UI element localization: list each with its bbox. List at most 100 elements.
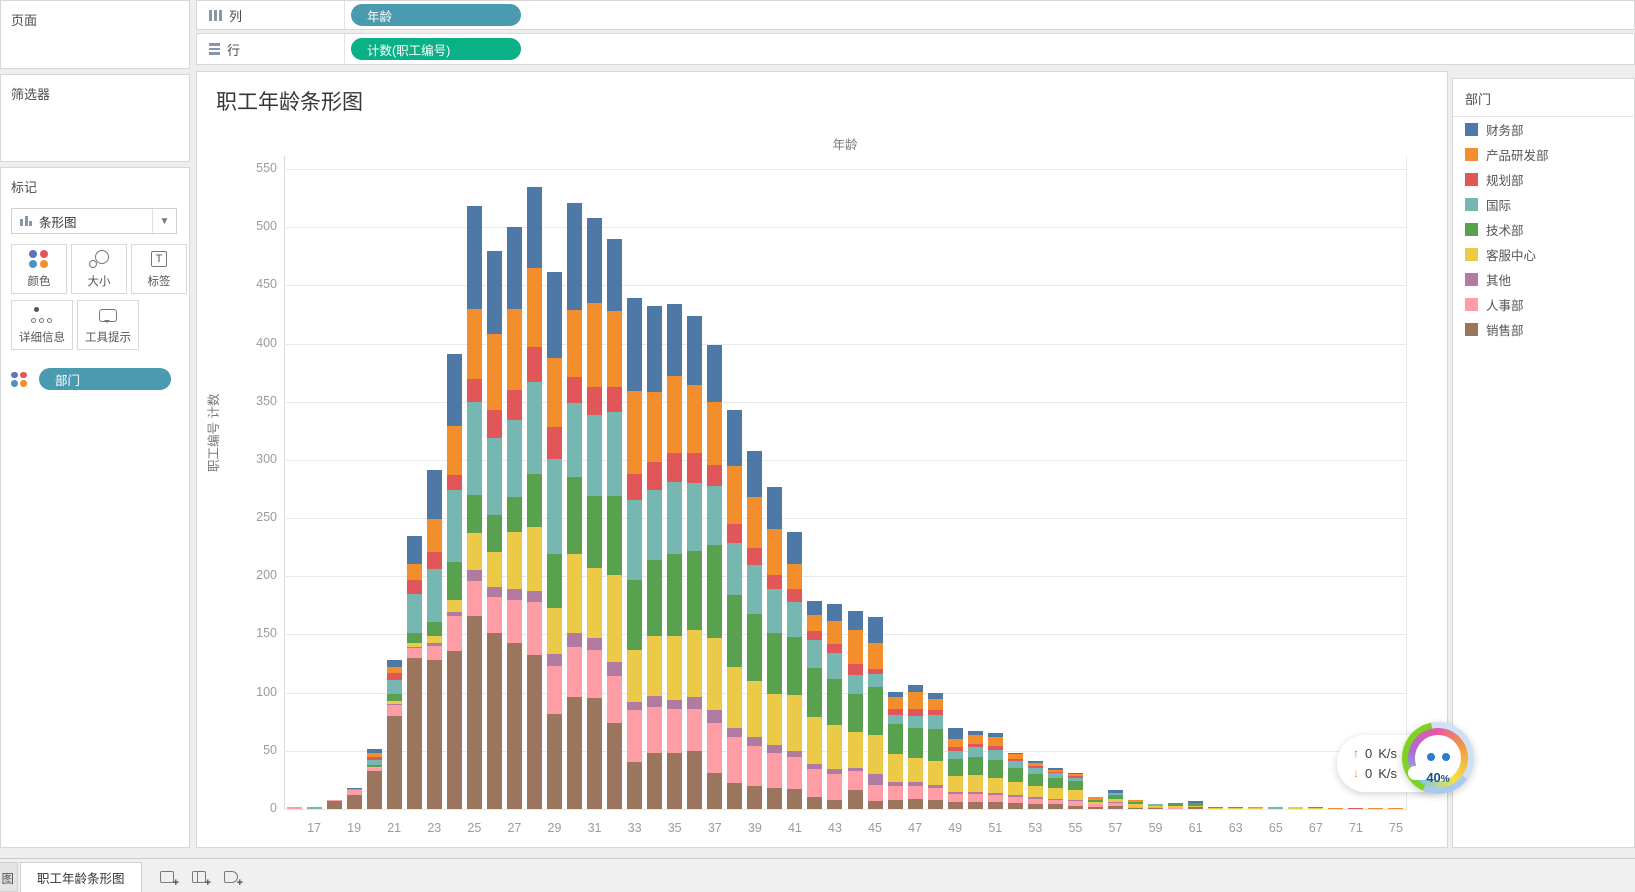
bar-segment-财务部[interactable]	[767, 486, 783, 529]
bar-segment-其他[interactable]	[727, 727, 743, 737]
bar-segment-销售部[interactable]	[1047, 804, 1063, 809]
bar-segment-其他[interactable]	[506, 589, 522, 600]
bar-segment-人事部[interactable]	[707, 722, 723, 773]
bar-segment-人事部[interactable]	[1148, 806, 1164, 808]
bar-segment-客服中心[interactable]	[1087, 802, 1103, 805]
bar-segment-其他[interactable]	[687, 697, 703, 709]
legend-item-1[interactable]: 产品研发部	[1453, 142, 1634, 167]
bar-segment-产品研发部[interactable]	[967, 734, 983, 744]
bar-segment-客服中心[interactable]	[1288, 806, 1304, 809]
bar-segment-财务部[interactable]	[366, 748, 382, 754]
bar-segment-规划部[interactable]	[807, 631, 823, 641]
bar-segment-财务部[interactable]	[627, 298, 643, 392]
bar-segment-客服中心[interactable]	[1027, 785, 1043, 798]
bar-segment-人事部[interactable]	[386, 705, 402, 716]
bar-segment-销售部[interactable]	[587, 698, 603, 809]
bar-segment-财务部[interactable]	[887, 691, 903, 698]
bar-segment-技术部[interactable]	[366, 764, 382, 768]
bar-segment-国际[interactable]	[1148, 804, 1164, 806]
bar-segment-规划部[interactable]	[1348, 807, 1364, 809]
bar-segment-销售部[interactable]	[1107, 805, 1123, 809]
bar-segment-客服中心[interactable]	[867, 734, 883, 775]
bar-age-21[interactable]	[386, 660, 402, 809]
bar-age-38[interactable]	[727, 409, 743, 809]
bar-segment-销售部[interactable]	[1148, 807, 1164, 809]
bar-segment-其他[interactable]	[707, 710, 723, 723]
bar-segment-国际[interactable]	[306, 806, 322, 809]
bar-segment-规划部[interactable]	[947, 747, 963, 751]
bar-segment-销售部[interactable]	[987, 802, 1003, 809]
bar-segment-客服中心[interactable]	[947, 776, 963, 792]
bar-segment-国际[interactable]	[687, 483, 703, 551]
bar-segment-客服中心[interactable]	[727, 667, 743, 728]
bar-segment-技术部[interactable]	[927, 728, 943, 762]
bar-segment-规划部[interactable]	[907, 708, 923, 716]
bar-segment-财务部[interactable]	[807, 600, 823, 615]
bar-segment-人事部[interactable]	[987, 795, 1003, 803]
bar-segment-技术部[interactable]	[647, 560, 663, 636]
bar-segment-其他[interactable]	[426, 642, 442, 647]
bar-segment-产品研发部[interactable]	[406, 563, 422, 580]
bar-segment-人事部[interactable]	[1047, 799, 1063, 805]
rows-shelf[interactable]: 行 计数(职工编号)	[196, 33, 1635, 65]
bar-segment-财务部[interactable]	[1107, 790, 1123, 793]
bar-segment-产品研发部[interactable]	[667, 376, 683, 453]
bar-segment-客服中心[interactable]	[847, 732, 863, 769]
bar-segment-财务部[interactable]	[1007, 753, 1023, 755]
bar-segment-财务部[interactable]	[426, 470, 442, 520]
bar-segment-规划部[interactable]	[927, 710, 943, 715]
bar-segment-规划部[interactable]	[727, 523, 743, 543]
bar-segment-人事部[interactable]	[406, 648, 422, 658]
bar-segment-销售部[interactable]	[326, 800, 342, 809]
bar-segment-人事部[interactable]	[927, 788, 943, 800]
bar-segment-销售部[interactable]	[567, 697, 583, 809]
bar-segment-财务部[interactable]	[967, 731, 983, 735]
bar-segment-销售部[interactable]	[687, 750, 703, 809]
bar-segment-技术部[interactable]	[827, 678, 843, 726]
bar-segment-销售部[interactable]	[366, 770, 382, 809]
bar-segment-其他[interactable]	[767, 745, 783, 754]
bar-segment-国际[interactable]	[787, 601, 803, 637]
bar-age-22[interactable]	[406, 535, 422, 809]
bar-age-53[interactable]	[1027, 761, 1043, 809]
bar-segment-产品研发部[interactable]	[466, 308, 482, 379]
bar-segment-销售部[interactable]	[887, 799, 903, 809]
bar-segment-财务部[interactable]	[506, 227, 522, 309]
bar-segment-规划部[interactable]	[767, 575, 783, 590]
bar-segment-人事部[interactable]	[827, 774, 843, 800]
bar-segment-规划部[interactable]	[827, 643, 843, 654]
bar-segment-技术部[interactable]	[1308, 806, 1324, 808]
bar-segment-国际[interactable]	[987, 749, 1003, 761]
bar-segment-技术部[interactable]	[1027, 774, 1043, 786]
bar-segment-其他[interactable]	[947, 791, 963, 794]
bar-segment-技术部[interactable]	[787, 636, 803, 695]
bar-segment-人事部[interactable]	[326, 799, 342, 801]
bar-segment-国际[interactable]	[947, 750, 963, 759]
bar-segment-产品研发部[interactable]	[647, 392, 663, 463]
bar-age-47[interactable]	[907, 684, 923, 809]
bar-segment-销售部[interactable]	[506, 642, 522, 809]
bar-age-54[interactable]	[1047, 768, 1063, 809]
bar-segment-国际[interactable]	[1027, 768, 1043, 775]
assistant-badge[interactable]: 40%	[1402, 722, 1474, 794]
bar-segment-技术部[interactable]	[1228, 806, 1244, 808]
bar-segment-销售部[interactable]	[707, 772, 723, 809]
bar-segment-其他[interactable]	[1107, 802, 1123, 804]
label-button[interactable]: T 标签	[131, 244, 187, 294]
bar-segment-技术部[interactable]	[867, 686, 883, 735]
bar-segment-财务部[interactable]	[907, 684, 923, 692]
bar-age-39[interactable]	[747, 450, 763, 809]
bar-age-48[interactable]	[927, 692, 943, 809]
bar-segment-国际[interactable]	[727, 542, 743, 595]
bar-segment-规划部[interactable]	[647, 462, 663, 491]
bar-segment-人事部[interactable]	[967, 793, 983, 803]
bar-age-25[interactable]	[466, 206, 482, 809]
bar-age-16[interactable]	[286, 806, 302, 809]
bar-segment-技术部[interactable]	[887, 724, 903, 755]
bar-segment-财务部[interactable]	[1188, 800, 1204, 804]
bar-segment-技术部[interactable]	[426, 621, 442, 636]
bar-segment-其他[interactable]	[667, 699, 683, 709]
bar-age-46[interactable]	[887, 691, 903, 809]
legend-item-0[interactable]: 财务部	[1453, 117, 1634, 142]
bar-segment-人事部[interactable]	[1087, 804, 1103, 807]
